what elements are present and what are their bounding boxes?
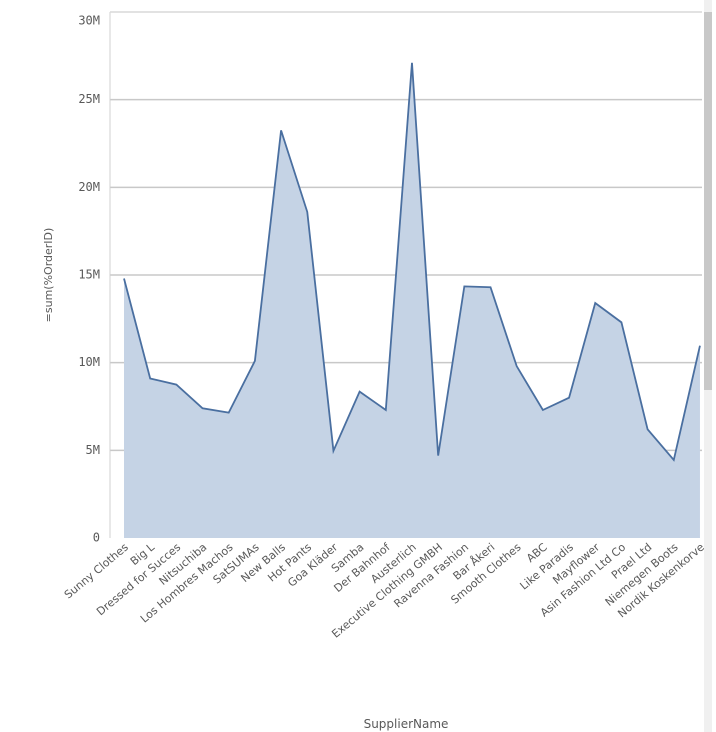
y-tick-label: 25M <box>78 92 100 106</box>
y-tick-label: 0 <box>93 531 100 545</box>
y-tick-label: 10M <box>78 355 100 369</box>
y-tick-label: 20M <box>78 180 100 194</box>
y-tick-label: 30M <box>78 14 100 28</box>
y-axis-label: =sum(%OrderID) <box>42 228 55 323</box>
y-tick-label: 15M <box>78 268 100 282</box>
scrollbar-thumb[interactable] <box>704 12 712 390</box>
x-axis-label: SupplierName <box>364 717 449 731</box>
line <box>123 62 701 462</box>
area <box>124 62 700 538</box>
y-tick-label: 5M <box>86 443 100 457</box>
